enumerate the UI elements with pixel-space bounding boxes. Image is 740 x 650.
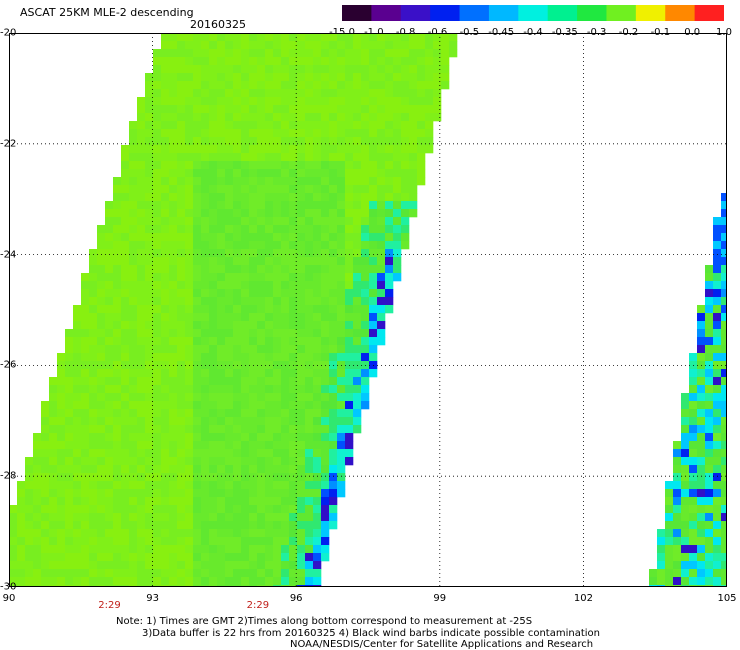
note-line-1: Note: 1) Times are GMT 2)Times along bot… <box>116 616 533 627</box>
colorbar-swatch <box>430 5 461 21</box>
note-line-2: 3)Data buffer is 22 hrs from 20160325 4)… <box>142 628 600 639</box>
pass-time-label: 2:29 <box>246 600 270 611</box>
swath-map <box>9 33 727 587</box>
longitude-label: 102 <box>573 593 593 604</box>
colorbar-swatch <box>635 5 666 21</box>
colorbar-tick-label: -0.5 <box>459 27 480 38</box>
colorbar-swatch <box>694 5 724 21</box>
colorbar-tick-label: -0.1 <box>650 27 671 38</box>
map-title: ASCAT 25KM MLE-2 descending <box>20 6 194 19</box>
colorbar-swatch <box>371 5 402 21</box>
map-date: 20160325 <box>190 18 246 31</box>
colorbar-swatch <box>518 5 549 21</box>
colorbar-swatch <box>488 5 519 21</box>
colorbar-tick-label: -0.35 <box>551 27 578 38</box>
colorbar-tick-label: -0.45 <box>488 27 515 38</box>
note-line-3: NOAA/NESDIS/Center for Satellite Applica… <box>290 639 594 650</box>
colorbar-swatch <box>459 5 490 21</box>
colorbar-tick-label: -1.0 <box>364 27 384 38</box>
latitude-label: -28 <box>0 470 17 482</box>
colorbar-swatch <box>547 5 578 21</box>
colorbar-tick-label: 0.0 <box>684 27 701 38</box>
latitude-label: -24 <box>0 249 17 261</box>
latitude-label: -20 <box>0 27 17 39</box>
latitude-label: -22 <box>0 138 17 150</box>
longitude-label: 93 <box>146 593 159 604</box>
colorbar-tick-label: -0.8 <box>395 27 416 38</box>
longitude-label: 90 <box>2 593 16 604</box>
colorbar-tick-label: -0.2 <box>618 27 639 38</box>
latitude-label: -30 <box>0 581 17 593</box>
latitude-label: -26 <box>0 359 17 371</box>
colorbar-swatch <box>400 5 431 21</box>
longitude-label: 96 <box>289 593 303 604</box>
colorbar-swatch <box>577 5 607 21</box>
colorbar-tick-label: 1.0 <box>716 27 732 38</box>
colorbar <box>342 5 724 21</box>
longitude-label: 99 <box>433 593 447 604</box>
colorbar-tick-label: -15.0 <box>329 27 355 38</box>
colorbar-swatch <box>342 5 372 21</box>
colorbar-tick-label: -0.6 <box>427 27 448 38</box>
colorbar-tick-label: -0.3 <box>586 27 607 38</box>
colorbar-swatch <box>606 5 637 21</box>
pass-time-label: 2:29 <box>98 600 121 611</box>
colorbar-swatch <box>665 5 696 21</box>
longitude-label: 105 <box>717 593 737 604</box>
colorbar-tick-label: -0.4 <box>523 27 543 38</box>
